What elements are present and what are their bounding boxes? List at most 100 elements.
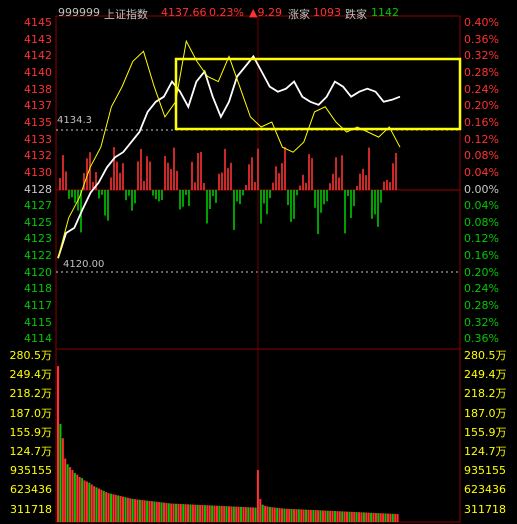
volume-bar [367,512,370,522]
volume-bar [146,500,149,522]
pct-tick-label: 0.28% [464,299,499,313]
low-marker-label: 4120.00 [63,259,105,270]
volume-bar [389,513,392,522]
volume-bar [266,506,269,522]
pct-tick-label: 0.04% [464,199,499,213]
volume-bar [370,512,373,522]
breadth-bars [59,146,397,235]
volume-bar [384,513,387,522]
pct-tick-label: 0.08% [464,149,499,163]
volume-bar [155,501,158,522]
pct-tick-label: 0.24% [464,282,499,296]
volume-bar [206,505,209,522]
volume-bar [148,500,151,522]
volume-bar [172,503,175,522]
volume-bar [61,438,64,522]
volume-bar [153,501,156,522]
volume-bar [129,498,132,522]
up-label: 涨家 [288,8,310,21]
volume-bar [220,505,223,522]
volume-tick-label: 218.2万 [9,387,53,401]
volume-bar [360,512,363,522]
price-tick-label: 4123 [24,232,52,246]
volume-bar [391,513,394,522]
price-tick-label: 4128 [24,182,52,196]
volume-bar [346,511,349,522]
volume-bar [261,504,264,522]
volume-bar [319,510,322,522]
volume-bar [396,514,399,522]
volume-bar [182,504,185,522]
volume-tick-label-right: 124.7万 [464,445,507,458]
volume-bar [326,510,329,522]
chart-grid [55,15,461,523]
price-tick-label: 4145 [24,16,52,29]
volume-tick-label: 280.5万 [9,349,53,362]
volume-bars [57,366,399,522]
volume-tick-label: 124.7万 [9,445,53,458]
volume-bar [199,504,202,522]
volume-tick-label-right: 623436 [464,483,506,497]
volume-tick-label-right: 311718 [464,502,506,516]
volume-bar [223,506,226,522]
volume-bar [102,490,105,522]
volume-bar [73,472,76,522]
pct-tick-label: 0.20% [464,99,499,113]
volume-bar [107,493,110,522]
pct-tick-label: 0.36% [464,32,499,46]
pct-tick-label: 0.08% [464,215,499,229]
volume-bar [305,509,308,522]
pct-tick-label: 0.12% [464,132,499,146]
volume-bar [78,476,81,522]
volume-bar [355,512,358,522]
volume-bar [225,506,228,522]
volume-bar [343,511,346,522]
volume-tick-label-right: 218.2万 [464,387,507,401]
volume-bar [232,506,235,522]
average-line [57,39,401,259]
volume-bar [307,509,310,522]
volume-bar [177,503,180,522]
volume-bar [90,484,93,522]
volume-bar [338,511,341,522]
volume-bar [141,500,144,522]
down-label: 跌家 [345,8,367,21]
volume-bar [88,482,91,522]
volume-bar [278,508,281,522]
volume-bar [136,499,139,522]
volume-bar [379,513,382,522]
volume-bar [138,499,141,522]
volume-bar [158,502,161,522]
volume-tick-label: 935155 [10,464,52,478]
high-marker-label: 4134.3 [57,115,92,126]
index-pct: 0.23% [209,6,244,19]
volume-bar [175,503,178,522]
volume-bar [203,505,206,522]
volume-bar [208,505,211,522]
volume-tick-label: 623436 [10,483,52,497]
volume-bar [66,464,69,522]
volume-tick-label-right: 187.0万 [464,406,507,420]
price-tick-label: 4114 [24,332,52,346]
volume-bar [374,512,377,522]
index-price: 4137.66 [161,6,207,19]
volume-bar [194,504,197,522]
index-name: 上证指数 [104,8,148,21]
price-tick-label: 4140 [24,65,52,79]
volume-bar [317,510,320,522]
volume-bar [211,505,214,522]
volume-tick-label-right: 249.4万 [464,368,507,382]
volume-bar [235,506,238,522]
volume-bar [100,489,103,522]
volume-bar [76,474,79,522]
volume-bar [162,502,165,522]
volume-bar [350,511,353,522]
price-tick-label: 4138 [24,82,52,96]
volume-tick-label-right: 155.9万 [464,425,507,439]
price-tick-label: 4137 [24,99,52,113]
volume-bar [353,511,356,522]
price-line [57,54,401,259]
volume-bar [382,513,385,522]
volume-tick-label-right: 280.5万 [464,349,507,362]
